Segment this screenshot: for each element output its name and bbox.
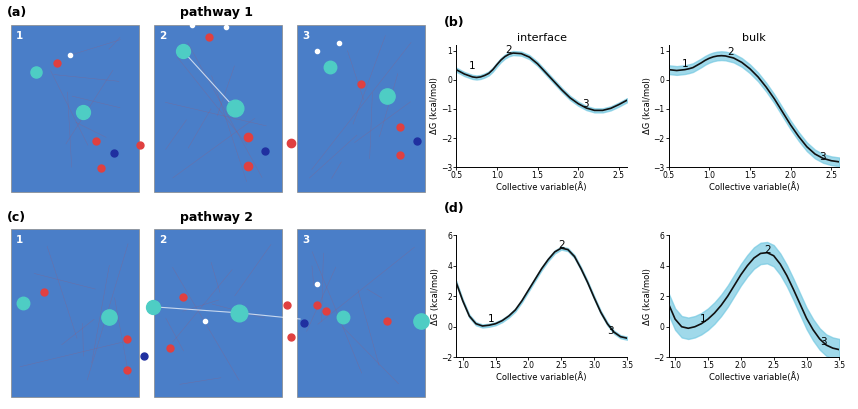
Text: 2: 2 — [159, 31, 166, 40]
Text: 1: 1 — [487, 315, 494, 324]
Text: 2: 2 — [505, 45, 511, 54]
Text: 3: 3 — [302, 31, 309, 40]
FancyBboxPatch shape — [154, 229, 281, 397]
Text: (c): (c) — [7, 211, 26, 224]
X-axis label: Collective variable(Å): Collective variable(Å) — [497, 182, 587, 191]
Text: 3: 3 — [819, 152, 825, 162]
Text: 2: 2 — [764, 245, 770, 255]
Text: pathway 1: pathway 1 — [180, 6, 253, 19]
FancyBboxPatch shape — [297, 229, 425, 397]
X-axis label: Collective variable(Å): Collective variable(Å) — [497, 372, 587, 382]
Text: 1: 1 — [700, 315, 707, 324]
Y-axis label: ΔG (kcal/mol): ΔG (kcal/mol) — [431, 268, 439, 325]
Text: (a): (a) — [7, 6, 27, 19]
Text: 1: 1 — [16, 31, 23, 40]
Text: 3: 3 — [583, 99, 589, 109]
Text: (d): (d) — [444, 202, 464, 216]
Text: 1: 1 — [16, 235, 23, 245]
FancyBboxPatch shape — [154, 25, 281, 192]
Text: 2: 2 — [159, 235, 166, 245]
FancyBboxPatch shape — [11, 229, 139, 397]
Y-axis label: ΔG (kcal/mol): ΔG (kcal/mol) — [643, 268, 652, 325]
FancyBboxPatch shape — [297, 25, 425, 192]
Text: 1: 1 — [681, 59, 688, 69]
Text: pathway 2: pathway 2 — [180, 211, 253, 224]
Text: 3: 3 — [302, 235, 309, 245]
FancyBboxPatch shape — [11, 25, 139, 192]
Text: (b): (b) — [444, 16, 464, 29]
Text: 2: 2 — [558, 240, 565, 250]
Text: 1: 1 — [469, 61, 476, 70]
X-axis label: Collective variable(Å): Collective variable(Å) — [709, 182, 799, 191]
Title: bulk: bulk — [742, 33, 766, 43]
Text: 3: 3 — [819, 337, 826, 347]
Text: 2: 2 — [727, 47, 734, 57]
Y-axis label: ΔG (kcal/mol): ΔG (kcal/mol) — [431, 78, 439, 135]
Y-axis label: ΔG (kcal/mol): ΔG (kcal/mol) — [643, 78, 652, 135]
Text: 3: 3 — [607, 326, 614, 336]
X-axis label: Collective variable(Å): Collective variable(Å) — [709, 372, 799, 382]
Title: interface: interface — [517, 33, 566, 43]
